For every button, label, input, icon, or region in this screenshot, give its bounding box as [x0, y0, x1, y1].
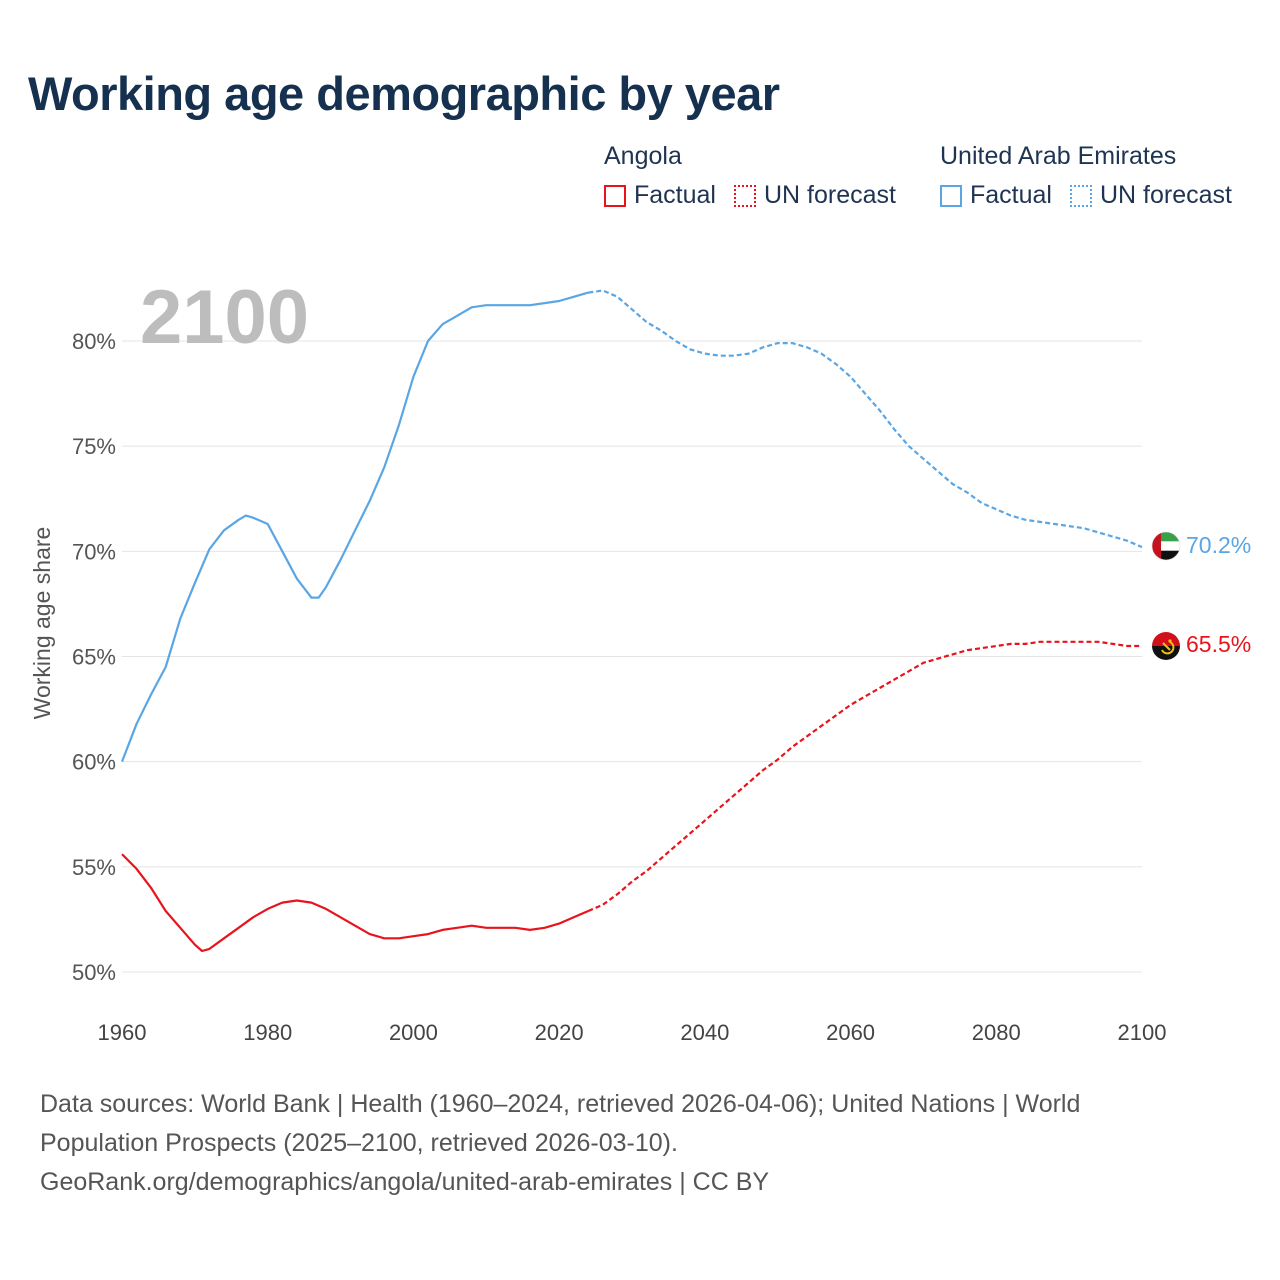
swatch-angola-forecast — [733, 184, 756, 207]
y-axis-label: Working age share — [29, 527, 55, 720]
legend-label-uae-factual: Factual — [970, 181, 1052, 209]
legend-country-uae: United Arab Emirates — [940, 142, 1177, 170]
series-line-angola-factual — [121, 853, 589, 953]
legend-item-uae-factual[interactable]: Factual — [940, 181, 1052, 210]
legend-group-uae: United Arab Emirates Factual UN forecast — [940, 142, 1250, 210]
angola-end-value: 65.5% — [1186, 631, 1251, 657]
gridlines — [122, 340, 1142, 973]
source-line-2: Population Prospects (2025–2100, retriev… — [40, 1129, 678, 1157]
x-tick-label: 1980 — [243, 1020, 292, 1045]
uae-flag-icon — [1151, 531, 1181, 561]
angola-flag-icon — [1152, 632, 1180, 660]
source-line-1: Data sources: World Bank | Health (1960–… — [40, 1090, 1081, 1118]
y-tick-label: 55% — [72, 855, 116, 880]
x-tick-label: 2040 — [680, 1020, 729, 1045]
swatch-angola-factual — [604, 184, 626, 207]
y-tick-label: 70% — [72, 539, 116, 564]
chart-title: Working age demographic by year — [28, 67, 780, 120]
y-tick-label: 75% — [72, 434, 116, 459]
source-note: Data sources: World Bank | Health (1960–… — [40, 1085, 1160, 1202]
y-tick-label: 65% — [72, 645, 116, 670]
swatch-uae-factual — [940, 184, 962, 207]
y-tick-label: 80% — [72, 329, 116, 354]
series-line-uae-factual — [120, 291, 589, 763]
series-line-uae-forecast — [588, 289, 1143, 549]
y-axis-ticks: 50% 55% 60% 65% 70% 75% 80% — [72, 329, 116, 985]
x-tick-label: 2060 — [826, 1020, 875, 1045]
legend-label-angola-forecast: UN forecast — [763, 181, 896, 209]
x-tick-label: 2100 — [1118, 1020, 1167, 1045]
legend-label-uae-forecast: UN forecast — [1099, 181, 1232, 209]
series-line-angola-forecast — [587, 640, 1142, 913]
source-url[interactable]: GeoRank.org/demographics/angola/united-a… — [40, 1168, 770, 1196]
x-tick-label: 2000 — [389, 1020, 438, 1045]
legend-item-angola-forecast[interactable]: UN forecast — [733, 181, 896, 210]
legend-label-angola-factual: Factual — [634, 181, 716, 209]
x-tick-label: 2080 — [972, 1020, 1021, 1045]
legend-item-uae-forecast[interactable]: UN forecast — [1069, 181, 1232, 210]
swatch-uae-forecast — [1069, 184, 1092, 207]
x-tick-label: 2020 — [535, 1020, 584, 1045]
year-watermark: 2100 — [140, 275, 309, 360]
legend-item-angola-factual[interactable]: Factual — [604, 181, 716, 210]
chart-plot: 2100 50% 55% 60% 65% 70% 75% 80% 1960 1980 2000 2… — [29, 275, 1251, 1045]
x-tick-label: 1960 — [98, 1020, 147, 1045]
y-tick-label: 50% — [72, 960, 116, 985]
legend-country-angola: Angola — [604, 142, 682, 170]
x-axis-ticks: 1960 1980 2000 2020 2040 2060 2080 2100 — [98, 1020, 1167, 1045]
legend-group-angola: Angola Factual UN forecast — [604, 142, 914, 210]
uae-end-value: 70.2% — [1186, 532, 1251, 558]
y-tick-label: 60% — [72, 750, 116, 775]
series-lines — [120, 289, 1143, 953]
